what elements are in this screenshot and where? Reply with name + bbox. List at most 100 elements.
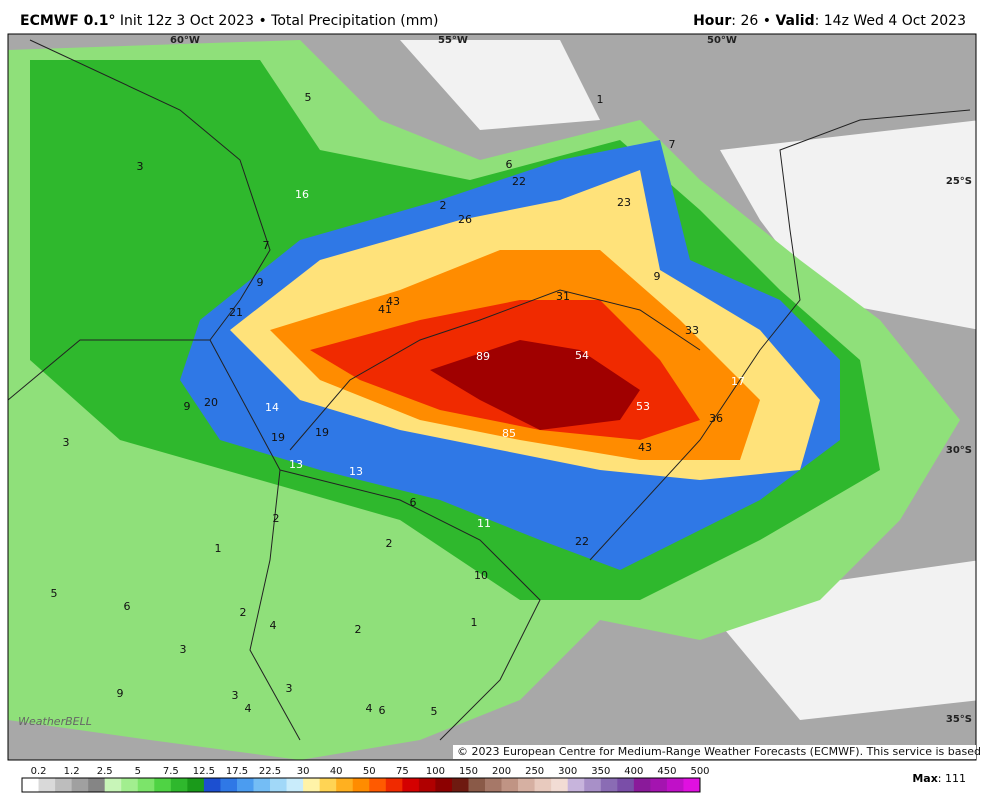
colorbar-tick: 150 — [459, 766, 478, 777]
color-swatch — [617, 778, 635, 792]
lon-label: 50°W — [707, 35, 737, 46]
point-value: 10 — [474, 569, 488, 582]
colorbar-tick: 7.5 — [163, 766, 179, 777]
point-value: 31 — [556, 290, 570, 303]
colorbar-tick: 200 — [492, 766, 511, 777]
colorbar-tick: 2.5 — [97, 766, 113, 777]
color-swatch — [203, 778, 221, 792]
point-value: 3 — [137, 160, 144, 173]
point-value: 1 — [215, 542, 222, 555]
sep: • — [763, 13, 771, 29]
point-value: 7 — [669, 138, 676, 151]
borders — [8, 39, 971, 741]
colorbar-tick: 0.2 — [31, 766, 47, 777]
color-swatch — [534, 778, 552, 792]
title: ECMWF 0.1° Init 12z 3 Oct 2023 • Total P… — [20, 13, 438, 29]
colorbar-tick: 17.5 — [226, 766, 248, 777]
color-swatch — [187, 778, 205, 792]
product: Total Precipitation (mm) — [270, 13, 438, 29]
point-value: 26 — [458, 213, 472, 226]
point-value: 17 — [731, 375, 745, 388]
dry-area — [8, 40, 976, 720]
color-swatch — [236, 778, 254, 792]
max: Max: 111 — [912, 772, 966, 785]
point-value: 3 — [232, 689, 239, 702]
point-value: 16 — [295, 188, 309, 201]
colorbar-frame — [21, 777, 701, 793]
max-value: 111 — [945, 772, 966, 785]
max-label: Max — [912, 772, 937, 785]
point-value: 22 — [575, 535, 589, 548]
color-swatch — [633, 778, 651, 792]
color-swatch — [88, 778, 105, 792]
point-value: 9 — [257, 276, 264, 289]
point-value: 33 — [685, 324, 699, 337]
valid: 14z Wed 4 Oct 2023 — [824, 13, 966, 29]
point-value: 2 — [386, 537, 393, 550]
point-value: 85 — [502, 427, 516, 440]
color-swatch — [22, 778, 39, 792]
color-swatch — [518, 778, 535, 792]
point-value: 19 — [271, 431, 285, 444]
colorbar-tick: 40 — [330, 766, 343, 777]
color-swatch — [402, 778, 420, 792]
color-swatch — [286, 778, 304, 792]
colorbar-tick: 1.2 — [64, 766, 80, 777]
point-value: 13 — [349, 465, 363, 478]
point-value: 20 — [204, 396, 218, 409]
colorbar-tick: 250 — [525, 766, 544, 777]
color-swatch — [584, 778, 602, 792]
map-frame — [7, 33, 977, 761]
point-value: 6 — [124, 600, 131, 613]
point-value: 4 — [270, 619, 277, 632]
color-swatch — [352, 778, 370, 792]
point-value: 9 — [117, 687, 124, 700]
color-swatch — [154, 778, 172, 792]
point-value: 5 — [51, 587, 58, 600]
point-value: 6 — [410, 496, 417, 509]
lat-label: 35°S — [946, 714, 972, 725]
point-value: 3 — [180, 643, 187, 656]
copyright: © 2023 European Centre for Medium-Range … — [457, 745, 984, 758]
color-swatch — [121, 778, 139, 792]
color-swatch — [418, 778, 436, 792]
color-swatch — [435, 778, 453, 792]
sep: • — [258, 13, 266, 29]
point-value: 3 — [63, 436, 70, 449]
point-value: 89 — [476, 350, 490, 363]
color-swatch — [270, 778, 287, 792]
color-swatch — [567, 778, 585, 792]
point-value: 2 — [355, 623, 362, 636]
colorbar-tick: 12.5 — [193, 766, 215, 777]
point-value: 13 — [289, 458, 303, 471]
colorbar-tick: 75 — [396, 766, 409, 777]
lon-label: 60°W — [170, 35, 200, 46]
color-swatch — [600, 778, 618, 792]
color-swatch — [451, 778, 469, 792]
colorbar-tick: 5 — [135, 766, 141, 777]
colorbar-tick: 500 — [690, 766, 709, 777]
color-swatch — [468, 778, 486, 792]
color-swatch — [71, 778, 89, 792]
color-swatch — [303, 778, 320, 792]
hour-label: Hour — [693, 13, 731, 29]
point-value: 2 — [273, 512, 280, 525]
color-swatch — [650, 778, 668, 792]
color-swatch — [501, 778, 519, 792]
precip-field — [8, 34, 976, 760]
point-value: 5 — [431, 705, 438, 718]
point-value: 22 — [512, 175, 526, 188]
color-swatch — [683, 778, 701, 792]
point-value: 43 — [638, 441, 652, 454]
point-value: 41 — [378, 303, 392, 316]
color-swatch — [319, 778, 337, 792]
point-value: 23 — [617, 196, 631, 209]
point-value: 4 — [245, 702, 252, 715]
point-value: 9 — [654, 270, 661, 283]
point-value: 19 — [315, 426, 329, 439]
valid-info: Hour: 26 • Valid: 14z Wed 4 Oct 2023 — [693, 13, 966, 29]
color-swatch — [369, 778, 387, 792]
logo: WeatherBELL — [18, 715, 92, 728]
color-swatch — [551, 778, 569, 792]
